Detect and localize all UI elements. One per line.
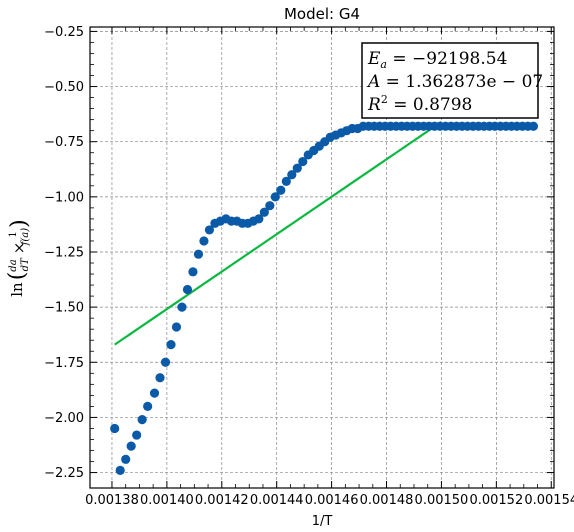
- x-tick-label-3: 0.00144: [250, 493, 304, 508]
- y-tick-label-6: −0.75: [44, 135, 84, 150]
- annotation-box: Ea = −92198.54 A = 1.362873e − 07 R2 = 0…: [361, 42, 543, 119]
- chart-title: Model: G4: [284, 5, 360, 23]
- x-tick-label-2: 0.00142: [195, 493, 249, 508]
- annotation-r2-value: 0.8798: [413, 95, 472, 115]
- data-point-6: [143, 401, 153, 411]
- x-tick-label-1: 0.00140: [140, 493, 194, 508]
- annotation-frame: [361, 42, 539, 119]
- data-point-4: [132, 430, 142, 440]
- y-tick-label-8: −0.25: [44, 25, 84, 40]
- data-point-33: [292, 163, 302, 173]
- y-tick-label-3: −1.50: [44, 301, 84, 316]
- y-tick-label-7: −0.50: [44, 80, 84, 95]
- x-tick-label-5: 0.00148: [360, 493, 414, 508]
- data-point-15: [193, 249, 204, 259]
- annotation-a: A = 1.362873e − 07: [366, 72, 543, 92]
- data-point-11: [171, 322, 182, 332]
- data-point-28: [265, 201, 275, 211]
- data-point-3: [126, 441, 136, 451]
- series-layer: [110, 120, 539, 475]
- data-point-76: [528, 121, 539, 131]
- x-tick-label-4: 0.00146: [305, 493, 359, 508]
- data-point-1: [115, 465, 125, 475]
- data-point-30: [276, 185, 286, 195]
- y-tick-label-4: −1.25: [44, 245, 84, 260]
- x-tick-label-8: 0.00154: [524, 493, 574, 508]
- axes-layer: 0.00138 0.00140 0.00142 0.00144 0.00146 0.001…: [44, 25, 574, 508]
- data-point-16: [199, 236, 209, 246]
- data-point-26: [254, 214, 264, 224]
- data-point-10: [166, 340, 176, 350]
- data-point-7: [149, 388, 160, 398]
- y-tick-label-2: −1.75: [44, 356, 84, 371]
- x-tick-label-7: 0.00152: [469, 493, 523, 508]
- annotation-a-value: 1.362873e − 07: [405, 72, 543, 92]
- plot-frame: [89, 26, 555, 489]
- x-axis-label: 1/T: [312, 514, 333, 529]
- data-point-13: [182, 284, 193, 295]
- y-tick-label-1: −2.00: [44, 411, 84, 426]
- data-point-17: [204, 225, 215, 235]
- data-point-27: [259, 207, 269, 217]
- x-tick-label-0: 0.00138: [85, 493, 139, 508]
- data-point-32: [287, 170, 297, 180]
- fit-line: [114, 120, 443, 346]
- data-point-31: [281, 176, 291, 187]
- x-tick-label-6: 0.00150: [415, 493, 469, 508]
- data-point-9: [160, 357, 171, 367]
- y-tick-label-0: −2.25: [44, 466, 84, 481]
- annotation-ea: Ea = −92198.54: [367, 49, 507, 71]
- data-point-12: [177, 302, 187, 312]
- data-point-29: [270, 192, 280, 202]
- data-point-14: [188, 267, 198, 277]
- data-point-8: [155, 373, 165, 383]
- data-point-0: [110, 423, 120, 434]
- annotation-ea-value: −92198.54: [412, 49, 507, 69]
- y-tick-label-5: −1.00: [44, 190, 84, 205]
- data-point-34: [298, 156, 308, 167]
- data-point-2: [121, 454, 131, 464]
- annotation-r2: R2 = 0.8798: [367, 93, 472, 115]
- data-point-5: [137, 415, 147, 425]
